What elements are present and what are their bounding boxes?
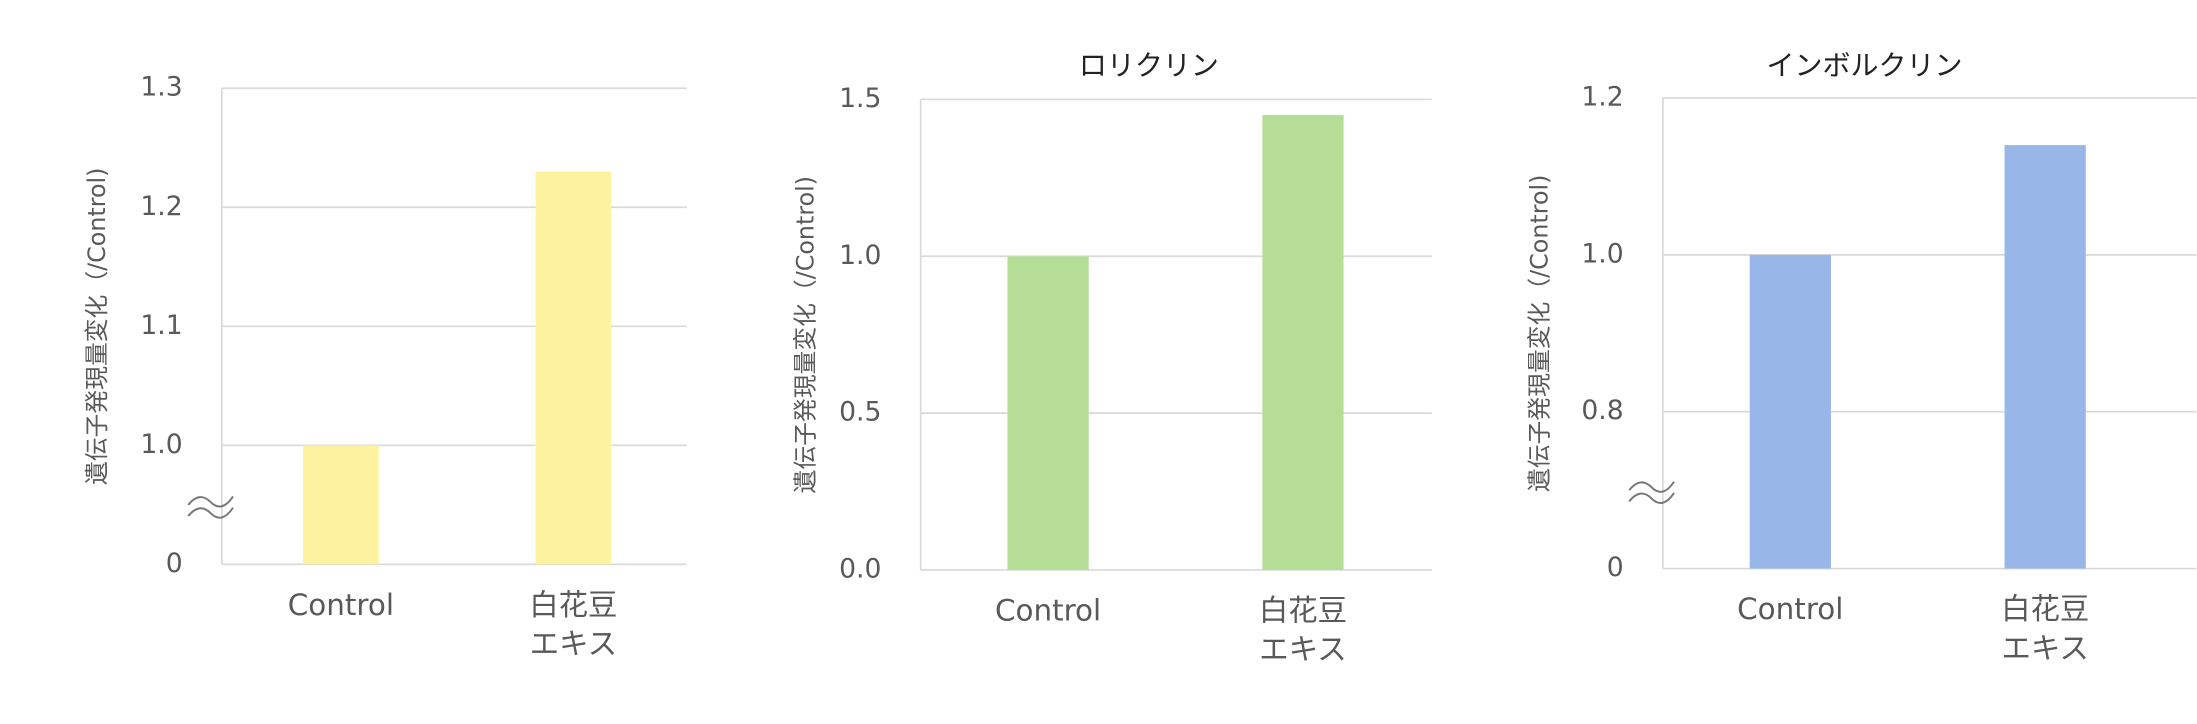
y-tick-label: 1.0: [839, 240, 881, 271]
y-tick-label: 1.0: [1581, 238, 1623, 269]
x-tick-label: エキス: [2002, 631, 2089, 665]
x-tick-label: エキス: [530, 627, 617, 661]
bar: [535, 171, 612, 565]
axis-break: [187, 507, 234, 519]
x-tick-label: エキス: [1259, 633, 1346, 667]
x-tick-label: 白花豆: [1259, 593, 1347, 627]
x-tick-label: Control: [1737, 592, 1843, 626]
y-tick-label: 1.3: [140, 72, 182, 103]
y-tick-label: 1.2: [140, 191, 182, 222]
y-tick-label: 0.0: [839, 553, 881, 584]
axis-break: [1628, 481, 1675, 493]
x-tick-label: Control: [288, 588, 394, 622]
x-tick-label: 白花豆: [529, 588, 617, 622]
bar: [1262, 115, 1344, 570]
y-axis-label: 遺伝子発現量変化（/Control): [1526, 175, 1554, 492]
axis-break: [187, 495, 234, 508]
chart-title: ロリクリン: [1079, 49, 1219, 82]
bar: [1749, 254, 1831, 569]
y-tick-label: 0.8: [1581, 395, 1623, 426]
y-tick-label: 1.5: [839, 83, 881, 114]
y-axis-label: 遺伝子発現量変化（/Control): [83, 168, 111, 486]
y-tick-label: 0: [166, 548, 183, 579]
bar: [1007, 256, 1089, 570]
bar: [2004, 145, 2086, 569]
y-axis-label: 遺伝子発現量変化（/Control): [792, 176, 820, 494]
y-tick-label: 1.1: [140, 310, 182, 341]
x-tick-label: 白花豆: [2001, 592, 2089, 626]
y-tick-label: 0: [1607, 552, 1624, 583]
x-tick-label: Control: [995, 593, 1101, 627]
bar: [303, 445, 379, 565]
chart-title: インボルクリン: [1767, 49, 1963, 82]
axis-break: [1628, 492, 1675, 504]
y-tick-label: 1.0: [140, 429, 182, 460]
y-tick-label: 0.5: [839, 397, 881, 428]
y-tick-label: 1.2: [1581, 82, 1623, 113]
